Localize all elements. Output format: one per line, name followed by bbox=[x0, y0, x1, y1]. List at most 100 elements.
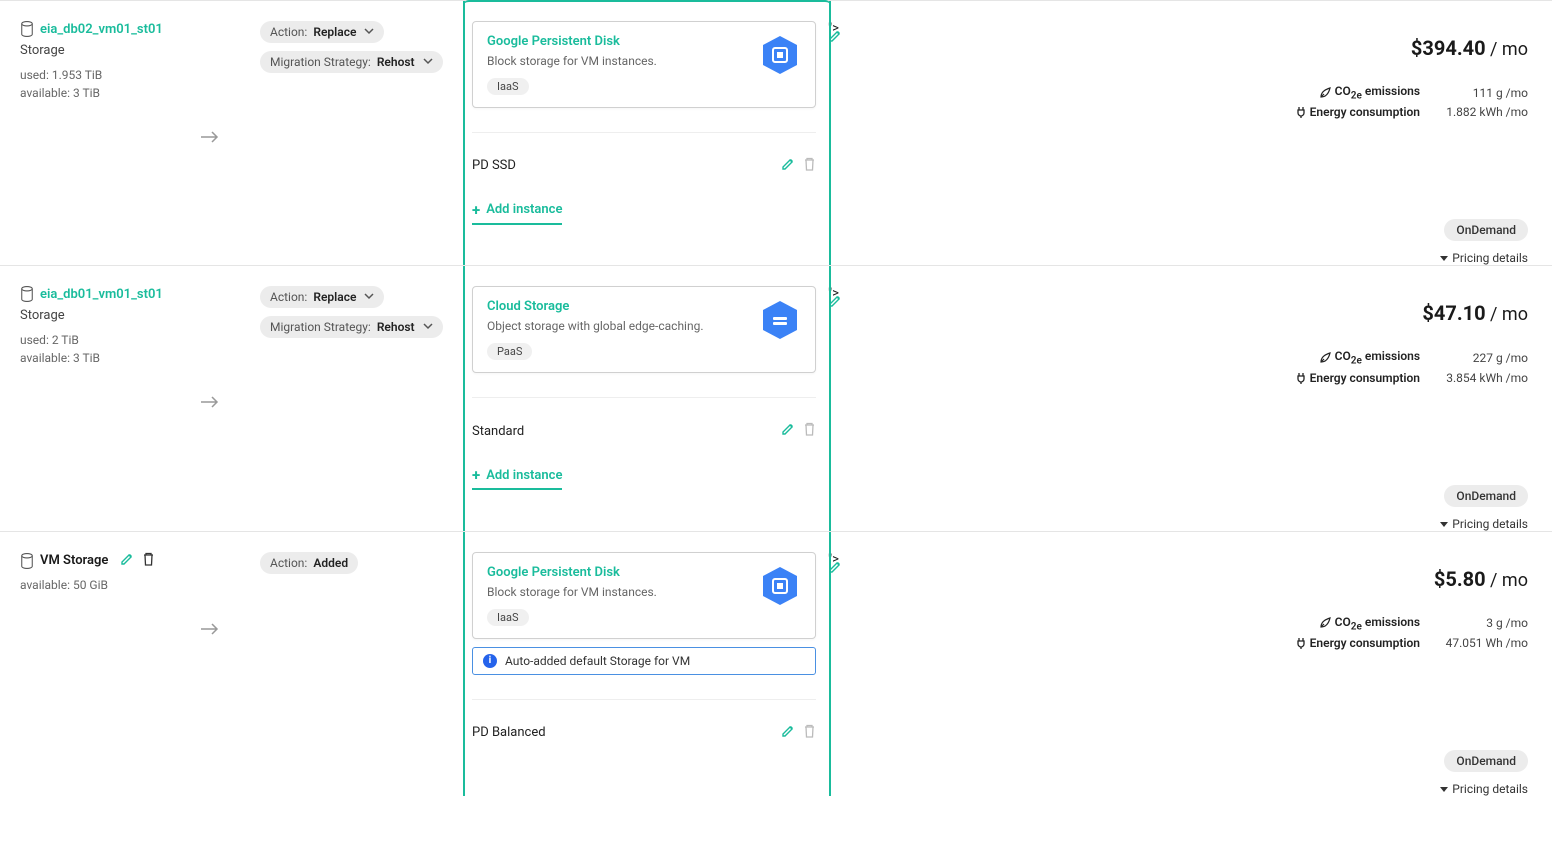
caret-down-icon bbox=[1440, 785, 1448, 793]
edit-instance-button[interactable] bbox=[781, 422, 795, 440]
pricing-details-toggle[interactable]: Pricing details bbox=[828, 517, 1528, 531]
target-column: Google Persistent Disk Block storage for … bbox=[460, 21, 828, 265]
energy-label: Energy consumption bbox=[1296, 105, 1420, 119]
energy-label: Energy consumption bbox=[1296, 371, 1420, 385]
chevron-down-icon bbox=[364, 26, 374, 36]
co2e-value: 3 g /mo bbox=[1428, 616, 1528, 630]
source-meta: used: 2 TiBavailable: 3 TiB bbox=[20, 331, 260, 367]
edit-source-button[interactable] bbox=[120, 552, 134, 570]
caret-down-icon bbox=[1440, 520, 1448, 528]
cost-column: ">$394.40 / moCO2e emissions111 g /moEne… bbox=[828, 21, 1552, 265]
leaf-icon bbox=[1319, 352, 1331, 364]
instance-name: PD SSD bbox=[472, 158, 516, 173]
service-hex-icon bbox=[759, 299, 801, 341]
storage-icon bbox=[20, 286, 34, 302]
source-available: available: 3 TiB bbox=[20, 84, 260, 102]
target-column: Cloud Storage Object storage with global … bbox=[460, 286, 828, 530]
arrow-right-icon bbox=[200, 130, 220, 144]
co2e-label: CO2e emissions bbox=[1319, 615, 1420, 632]
target-service-card[interactable]: Cloud Storage Object storage with global … bbox=[472, 286, 816, 373]
card-title: Cloud Storage bbox=[487, 299, 749, 314]
add-instance-button[interactable]: +Add instance bbox=[472, 197, 562, 225]
maps-to-arrow bbox=[200, 130, 260, 148]
service-tier-tag: IaaS bbox=[487, 78, 529, 95]
source-meta: available: 50 GiB bbox=[20, 576, 260, 594]
storage-icon bbox=[20, 21, 34, 37]
migration-row: VM Storage available: 50 GiBAction: Added… bbox=[0, 531, 1552, 796]
pricing-details-toggle[interactable]: Pricing details bbox=[828, 782, 1528, 796]
service-hex-icon bbox=[759, 34, 801, 76]
chevron-down-icon bbox=[423, 56, 433, 66]
price: $394.40 / mo bbox=[828, 36, 1528, 60]
source-column: eia_db01_vm01_st01Storageused: 2 TiBavai… bbox=[20, 286, 260, 530]
cost-column: ">$47.10 / moCO2e emissions227 g /moEner… bbox=[828, 286, 1552, 530]
source-column: VM Storage available: 50 GiB bbox=[20, 552, 260, 796]
source-name-link[interactable]: eia_db02_vm01_st01 bbox=[40, 22, 163, 37]
pricing-details-toggle[interactable]: Pricing details bbox=[828, 251, 1528, 265]
edit-target-button[interactable] bbox=[828, 294, 842, 312]
source-available: available: 3 TiB bbox=[20, 349, 260, 367]
pricing-model-tag: OnDemand bbox=[1444, 219, 1528, 241]
target-column: Google Persistent Disk Block storage for … bbox=[460, 552, 828, 796]
maps-to-arrow bbox=[200, 622, 260, 640]
delete-instance-button[interactable] bbox=[803, 157, 816, 175]
energy-label: Energy consumption bbox=[1296, 636, 1420, 650]
service-tier-tag: IaaS bbox=[487, 609, 529, 626]
action-column: Action: Replace Migration Strategy: Rehos… bbox=[260, 286, 460, 530]
plug-icon bbox=[1296, 372, 1306, 384]
target-service-card[interactable]: Google Persistent Disk Block storage for … bbox=[472, 552, 816, 639]
edit-instance-button[interactable] bbox=[781, 157, 795, 175]
action-select: Action: Added bbox=[260, 552, 358, 574]
chevron-down-icon bbox=[364, 291, 374, 301]
co2e-label: CO2e emissions bbox=[1319, 84, 1420, 101]
plug-icon bbox=[1296, 637, 1306, 649]
migration-strategy-select[interactable]: Migration Strategy: Rehost bbox=[260, 316, 443, 338]
source-name-link[interactable]: eia_db01_vm01_st01 bbox=[40, 287, 163, 302]
price: $47.10 / mo bbox=[828, 301, 1528, 325]
edit-instance-button[interactable] bbox=[781, 724, 795, 742]
action-column: Action: Replace Migration Strategy: Rehos… bbox=[260, 21, 460, 265]
delete-instance-button[interactable] bbox=[803, 724, 816, 742]
card-description: Object storage with global edge-caching. bbox=[487, 318, 749, 335]
add-instance-button[interactable]: +Add instance bbox=[472, 462, 562, 490]
energy-value: 1.882 kWh /mo bbox=[1428, 105, 1528, 119]
price: $5.80 / mo bbox=[828, 567, 1528, 591]
card-title: Google Persistent Disk bbox=[487, 34, 749, 49]
migration-row: eia_db01_vm01_st01Storageused: 2 TiBavai… bbox=[0, 265, 1552, 530]
caret-down-icon bbox=[1440, 254, 1448, 262]
service-tier-tag: PaaS bbox=[487, 343, 532, 360]
storage-icon bbox=[20, 553, 34, 569]
cost-column: ">$5.80 / moCO2e emissions3 g /moEnergy … bbox=[828, 552, 1552, 796]
source-name: VM Storage bbox=[40, 553, 108, 568]
maps-to-arrow bbox=[200, 395, 260, 413]
migration-strategy-select[interactable]: Migration Strategy: Rehost bbox=[260, 51, 443, 73]
target-service-card[interactable]: Google Persistent Disk Block storage for … bbox=[472, 21, 816, 108]
pricing-model-tag: OnDemand bbox=[1444, 485, 1528, 507]
source-type: Storage bbox=[20, 43, 260, 58]
leaf-icon bbox=[1319, 617, 1331, 629]
plug-icon bbox=[1296, 106, 1306, 118]
card-description: Block storage for VM instances. bbox=[487, 53, 749, 70]
action-select[interactable]: Action: Replace bbox=[260, 21, 384, 43]
leaf-icon bbox=[1319, 87, 1331, 99]
delete-instance-button[interactable] bbox=[803, 422, 816, 440]
energy-value: 47.051 Wh /mo bbox=[1428, 636, 1528, 650]
co2e-label: CO2e emissions bbox=[1319, 349, 1420, 366]
pricing-model-tag: OnDemand bbox=[1444, 750, 1528, 772]
arrow-right-icon bbox=[200, 395, 220, 409]
card-title: Google Persistent Disk bbox=[487, 565, 749, 580]
edit-target-button[interactable] bbox=[828, 560, 842, 578]
delete-source-button[interactable] bbox=[142, 552, 155, 570]
edit-target-button[interactable] bbox=[828, 29, 842, 47]
action-select[interactable]: Action: Replace bbox=[260, 286, 384, 308]
info-icon: i bbox=[483, 654, 497, 668]
action-column: Action: Added bbox=[260, 552, 460, 796]
info-banner: iAuto-added default Storage for VM bbox=[472, 647, 816, 675]
instance-name: PD Balanced bbox=[472, 725, 546, 740]
co2e-value: 111 g /mo bbox=[1428, 86, 1528, 100]
card-description: Block storage for VM instances. bbox=[487, 584, 749, 601]
source-available: available: 50 GiB bbox=[20, 576, 260, 594]
source-meta: used: 1.953 TiBavailable: 3 TiB bbox=[20, 66, 260, 102]
energy-value: 3.854 kWh /mo bbox=[1428, 371, 1528, 385]
instance-name: Standard bbox=[472, 424, 524, 439]
